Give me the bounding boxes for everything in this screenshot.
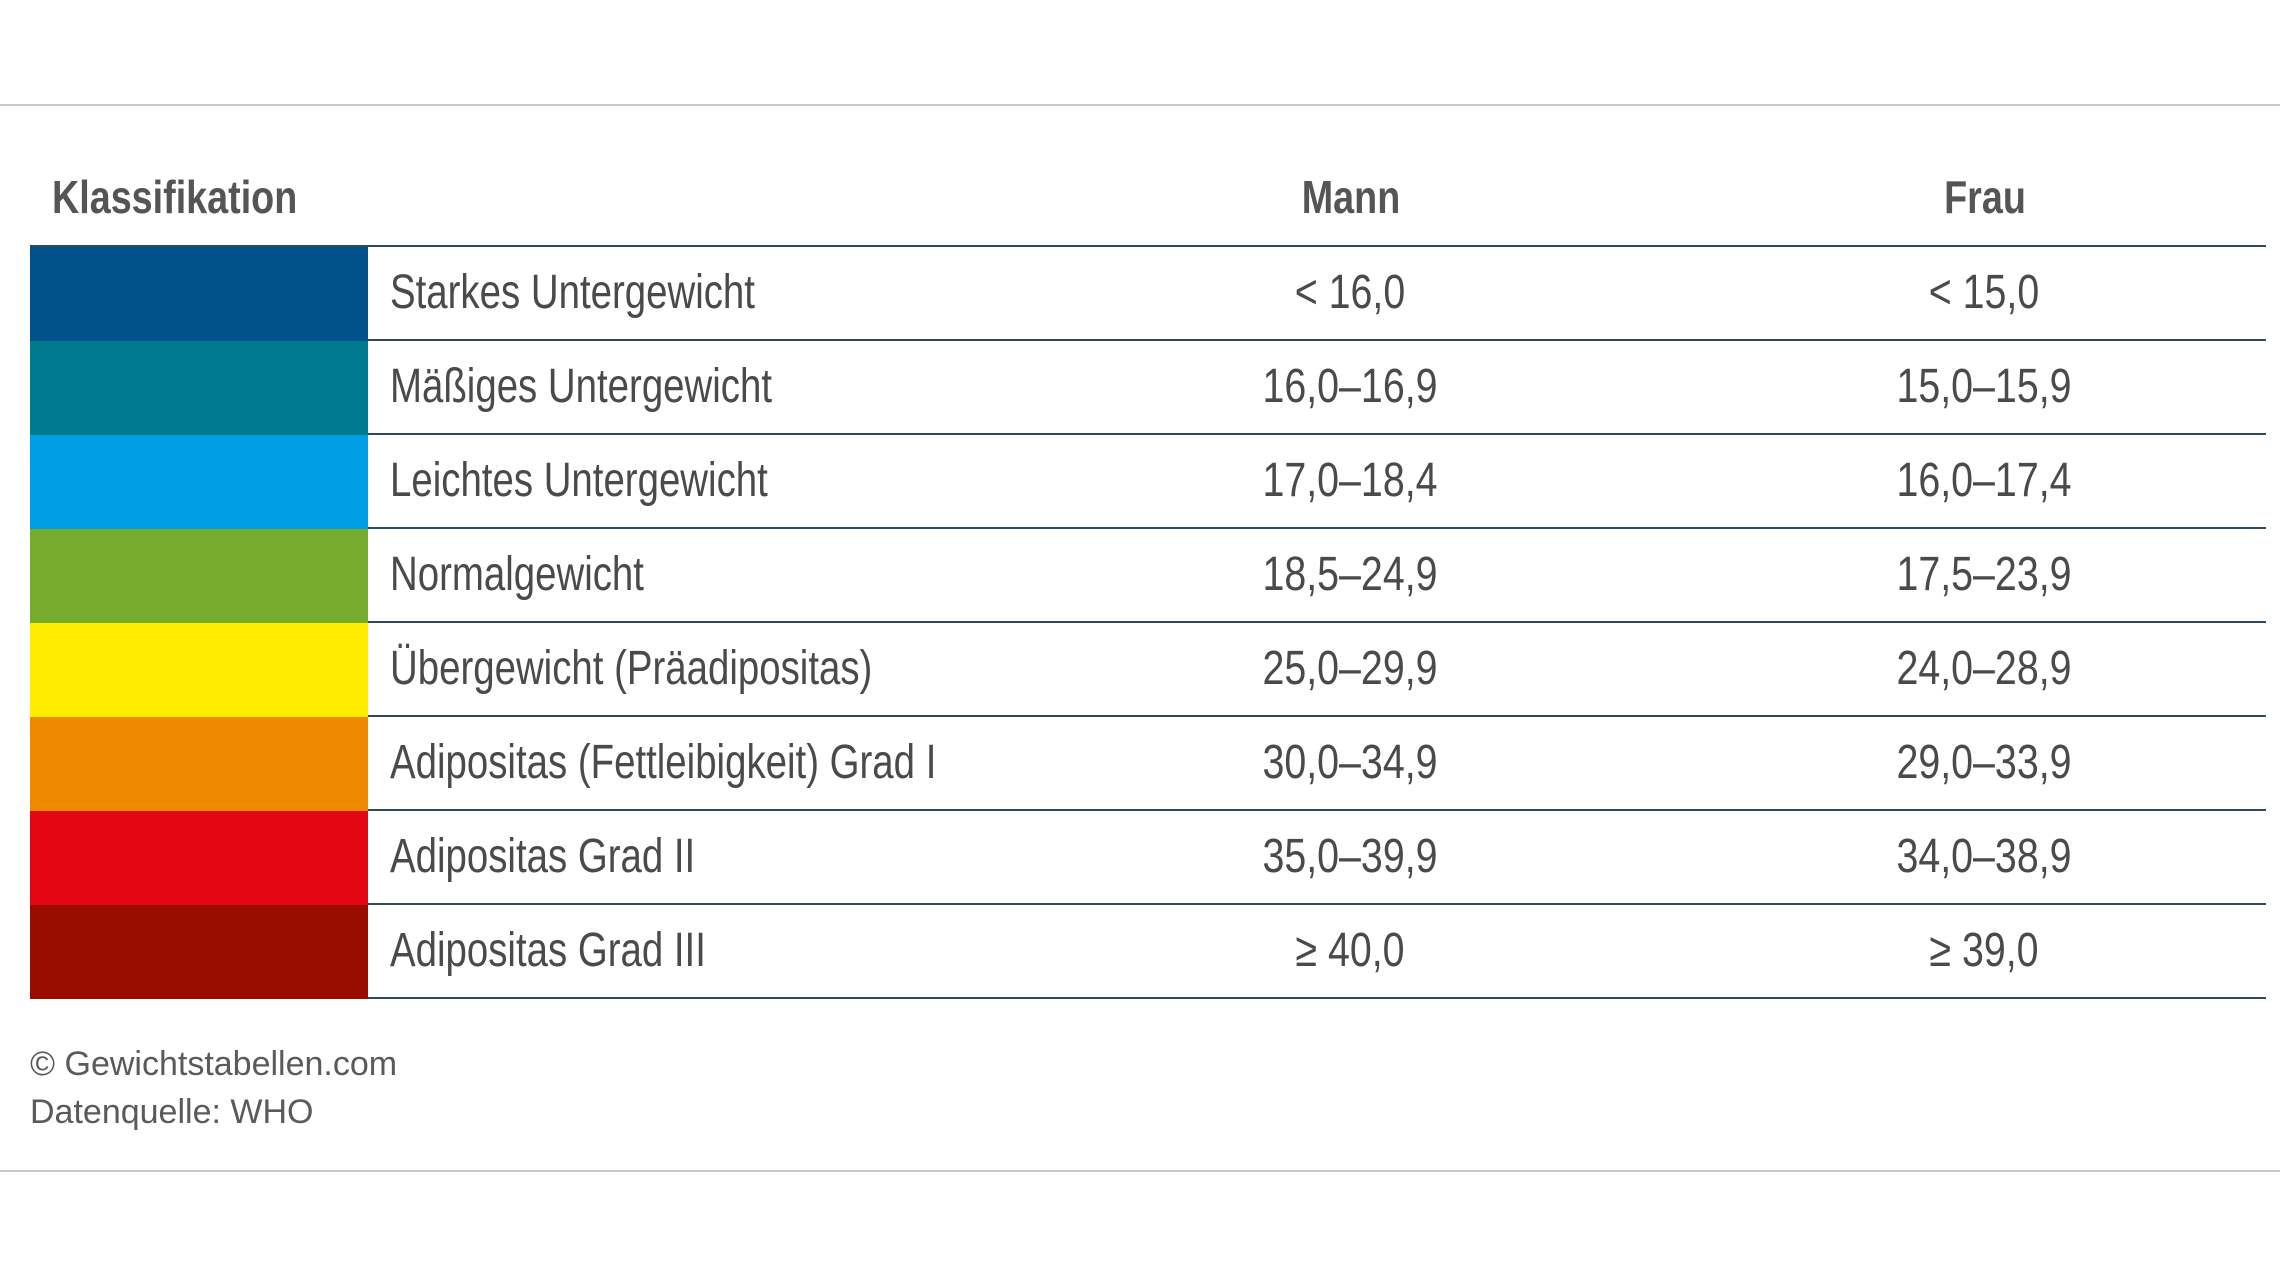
footer-credits: © Gewichtstabellen.com Datenquelle: WHO [30, 1040, 397, 1136]
header-classification: Klassifikation [52, 171, 298, 223]
color-swatch [30, 717, 368, 811]
classification-label: Starkes Untergewicht [390, 266, 755, 319]
table-row: Adipositas (Fettleibigkeit) Grad I 30,0–… [30, 717, 2266, 811]
table-header-row: Klassifikation Mann Frau [30, 150, 2266, 247]
female-range: < 15,0 [1928, 266, 2040, 319]
table-row: Adipositas Grad II 35,0–39,9 34,0–38,9 [30, 811, 2266, 905]
header-male: Mann [1301, 171, 1401, 223]
color-swatch [30, 623, 368, 717]
table-row: Starkes Untergewicht < 16,0 < 15,0 [30, 247, 2266, 341]
color-swatch [30, 435, 368, 529]
male-range: 35,0–39,9 [1262, 830, 1438, 883]
female-range: 34,0–38,9 [1896, 830, 2072, 883]
table-row: Adipositas Grad III ≥ 40,0 ≥ 39,0 [30, 905, 2266, 999]
table-row: Normalgewicht 18,5–24,9 17,5–23,9 [30, 529, 2266, 623]
table-row: Übergewicht (Präadipositas) 25,0–29,9 24… [30, 623, 2266, 717]
classification-label: Übergewicht (Präadipositas) [390, 642, 873, 695]
color-swatch [30, 529, 368, 623]
classification-label: Leichtes Untergewicht [390, 454, 768, 507]
bmi-classification-table: Klassifikation Mann Frau Starkes Unterge… [30, 150, 2266, 999]
male-range: < 16,0 [1294, 266, 1406, 319]
female-range: 24,0–28,9 [1896, 642, 2072, 695]
male-range: 17,0–18,4 [1262, 454, 1438, 507]
classification-label: Adipositas Grad II [390, 830, 696, 883]
table-row: Mäßiges Untergewicht 16,0–16,9 15,0–15,9 [30, 341, 2266, 435]
male-range: 16,0–16,9 [1262, 360, 1438, 413]
data-source-text: Datenquelle: WHO [30, 1093, 314, 1131]
female-range: 29,0–33,9 [1896, 736, 2072, 789]
male-range: 25,0–29,9 [1262, 642, 1438, 695]
color-swatch [30, 247, 368, 341]
male-range: ≥ 40,0 [1295, 924, 1405, 977]
color-swatch [30, 905, 368, 999]
female-range: 15,0–15,9 [1896, 360, 2072, 413]
color-swatch [30, 811, 368, 905]
female-range: 16,0–17,4 [1896, 454, 2072, 507]
classification-label: Normalgewicht [390, 548, 644, 601]
top-divider [0, 104, 2280, 106]
bottom-divider [0, 1170, 2280, 1172]
male-range: 18,5–24,9 [1262, 548, 1438, 601]
classification-label: Adipositas (Fettleibigkeit) Grad I [390, 736, 937, 789]
copyright-text: © Gewichtstabellen.com [30, 1045, 398, 1083]
header-female: Frau [1944, 171, 2026, 223]
female-range: 17,5–23,9 [1896, 548, 2072, 601]
classification-label: Mäßiges Untergewicht [390, 360, 773, 413]
table-row: Leichtes Untergewicht 17,0–18,4 16,0–17,… [30, 435, 2266, 529]
male-range: 30,0–34,9 [1262, 736, 1438, 789]
classification-label: Adipositas Grad III [390, 924, 706, 977]
female-range: ≥ 39,0 [1929, 924, 2039, 977]
color-swatch [30, 341, 368, 435]
